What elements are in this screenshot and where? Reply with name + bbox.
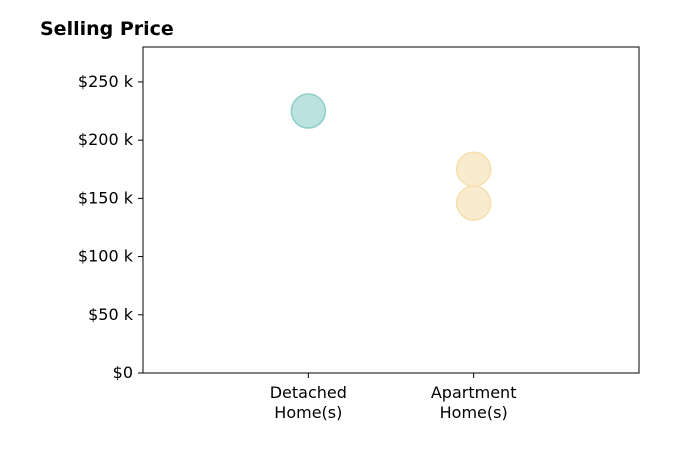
data-point (455, 185, 492, 221)
data-point (290, 93, 327, 129)
y-tick-label: $0 (113, 363, 133, 382)
plot-frame (142, 46, 640, 374)
x-tick-label: Detached (270, 383, 347, 402)
y-axis: $0 $50 k $100 k $150 k $200 k $250 k (78, 72, 143, 382)
data-points (290, 93, 492, 221)
y-tick-label: $100 k (78, 247, 134, 266)
y-tick-label: $200 k (78, 130, 134, 149)
data-point (455, 151, 492, 187)
y-tick-label: $250 k (78, 72, 134, 91)
chart-title: Selling Price (40, 18, 174, 40)
x-tick-label: Home(s) (440, 403, 508, 422)
y-tick-label: $50 k (88, 305, 134, 324)
x-tick-label: Apartment (431, 383, 517, 402)
x-tick-label: Home(s) (274, 403, 342, 422)
y-tick-label: $150 k (78, 188, 134, 207)
